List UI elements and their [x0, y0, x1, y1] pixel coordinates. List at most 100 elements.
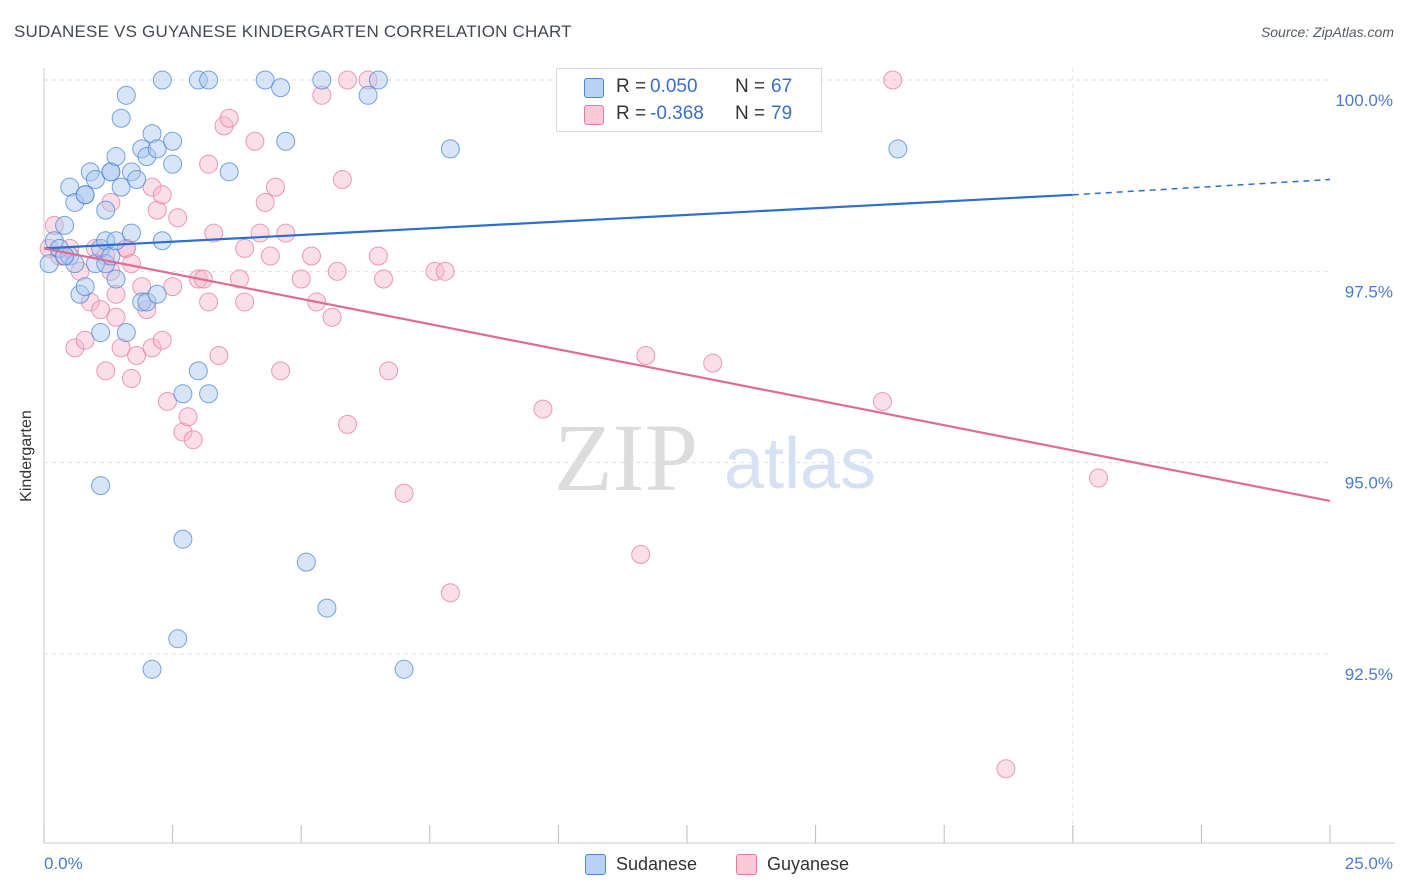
- guyanese-point: [394, 483, 414, 503]
- sudanese-point: [101, 162, 121, 182]
- sudanese-point: [152, 70, 172, 90]
- sudanese-point: [116, 85, 136, 105]
- source-label: Source: ZipAtlas.com: [1260, 24, 1394, 40]
- watermark: ZIP atlas: [554, 404, 876, 511]
- guyanese-point: [631, 545, 651, 565]
- sudanese-point: [152, 231, 172, 251]
- legend-r-value: 0.050: [650, 76, 698, 97]
- sudanese-point: [368, 70, 388, 90]
- guyanese-point: [199, 154, 219, 174]
- legend-n-label: N =: [735, 76, 766, 97]
- sudanese-point: [111, 108, 131, 128]
- guyanese-point: [219, 108, 239, 128]
- sudanese-point: [163, 154, 183, 174]
- guyanese-point: [703, 353, 723, 373]
- sudanese-point: [127, 169, 147, 189]
- sudanese-point: [168, 629, 188, 649]
- guyanese-point: [168, 208, 188, 228]
- legend-n-label: N =: [735, 103, 766, 124]
- sudanese-point: [106, 269, 126, 289]
- sudanese-point: [271, 78, 291, 98]
- guyanese-point: [229, 269, 249, 289]
- trend-lines: [43, 178, 1331, 503]
- sudanese-point: [199, 384, 219, 404]
- sudanese-point: [91, 476, 111, 496]
- guyanese-point: [183, 430, 203, 450]
- legend-r-value: -0.368: [650, 103, 704, 124]
- guyanese-point: [44, 215, 64, 235]
- guyanese-point: [132, 277, 152, 297]
- guyanese-point: [142, 338, 162, 358]
- guyanese-point: [425, 261, 445, 281]
- legend-label-guyanese: Guyanese: [767, 854, 850, 874]
- guyanese-point: [163, 277, 183, 297]
- sudanese-point: [173, 384, 193, 404]
- guyanese-point: [127, 346, 147, 366]
- sudanese-point: [276, 131, 296, 151]
- guyanese-point: [996, 759, 1016, 779]
- guyanese-point: [322, 307, 342, 327]
- sudanese-point: [173, 529, 193, 549]
- guyanese-point: [327, 261, 347, 281]
- guyanese-point: [178, 407, 198, 427]
- guyanese-point: [121, 368, 141, 388]
- sudanese-point: [55, 246, 75, 266]
- guyanese-point: [255, 192, 275, 212]
- guyanese-point: [301, 246, 321, 266]
- guyanese-point: [209, 346, 229, 366]
- legend-label-sudanese: Sudanese: [616, 854, 698, 874]
- sudanese-point: [85, 169, 105, 189]
- correlation-legend: R = 0.050 N = 67 R = -0.368 N = 79: [556, 68, 822, 132]
- legend-swatch-sudanese: [585, 854, 606, 875]
- sudanese-point: [188, 70, 208, 90]
- guyanese-point: [250, 223, 270, 243]
- y-tick-label: 100.0%: [1335, 91, 1393, 110]
- guyanese-point: [235, 292, 255, 312]
- sudanese-point: [132, 292, 152, 312]
- guyanese-point: [332, 169, 352, 189]
- y-tick-label: 95.0%: [1345, 474, 1393, 493]
- sudanese-point: [163, 131, 183, 151]
- guyanese-point: [235, 238, 255, 258]
- guyanese-point: [276, 223, 296, 243]
- guyanese-point: [440, 583, 460, 603]
- guyanese-point: [883, 70, 903, 90]
- sudanese-point: [394, 659, 414, 679]
- sudanese-point: [60, 177, 80, 197]
- legend-r-label: R =: [616, 103, 647, 124]
- guyanese-point: [435, 261, 455, 281]
- guyanese-point: [374, 269, 394, 289]
- legend-n-value: 79: [771, 103, 793, 124]
- sudanese-point: [142, 124, 162, 144]
- legend-swatch-guyanese: [736, 854, 757, 875]
- sudanese-point: [147, 139, 167, 159]
- sudanese-point: [142, 659, 162, 679]
- sudanese-point: [312, 70, 332, 90]
- legend-row-sudanese: R = 0.050 N = 67: [557, 74, 821, 100]
- sudanese-point: [358, 85, 378, 105]
- sudanese-point: [440, 139, 460, 159]
- series-legend: Sudanese Guyanese: [0, 851, 1406, 877]
- sudanese-point: [106, 147, 126, 167]
- sudanese-point: [296, 552, 316, 572]
- guyanese-point: [147, 200, 167, 220]
- legend-n-value: 67: [771, 76, 793, 97]
- sudanese-point: [137, 147, 157, 167]
- guyanese-point: [75, 330, 95, 350]
- sudanese-trend-line: [43, 193, 1073, 250]
- guyanese-point: [152, 330, 172, 350]
- guyanese-point: [152, 185, 172, 205]
- legend-swatch-guyanese: [584, 105, 604, 125]
- y-tick-label: 92.5%: [1345, 665, 1393, 684]
- guyanese-point: [245, 131, 265, 151]
- chart-title: SUDANESE VS GUYANESE KINDERGARTEN CORREL…: [14, 22, 572, 41]
- guyanese-point: [204, 223, 224, 243]
- sudanese-point: [137, 292, 157, 312]
- guyanese-point: [368, 246, 388, 266]
- sudanese-point: [121, 223, 141, 243]
- sudanese-point: [219, 162, 239, 182]
- guyanese-point: [65, 338, 85, 358]
- sudanese-point: [65, 192, 85, 212]
- sudanese-point: [75, 185, 95, 205]
